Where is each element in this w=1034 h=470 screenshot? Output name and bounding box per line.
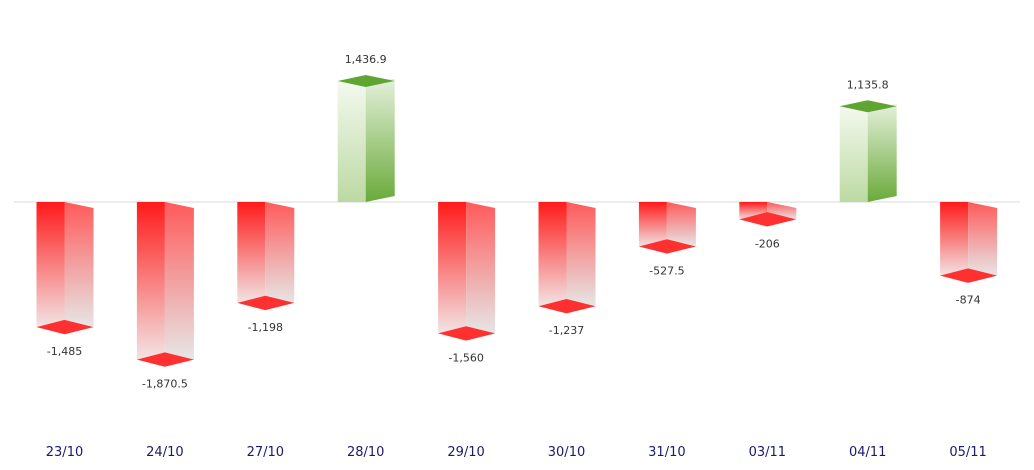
x-axis-tick-labels: 23/10 24/10 27/10 28/10 29/10 30/10 31/10 03/11…	[46, 445, 987, 460]
bar-end-cap	[839, 100, 897, 113]
data-label: -1,560	[448, 351, 483, 364]
bar-end-cap	[136, 352, 194, 367]
bar-side-face	[64, 202, 94, 328]
data-label: -1,485	[47, 345, 82, 358]
data-label: 1,436.9	[345, 53, 387, 66]
bar-end-cap	[739, 212, 797, 227]
x-tick-label: 30/10	[548, 445, 585, 460]
bar-side-face	[968, 202, 998, 276]
bar	[136, 202, 194, 367]
bar-front-face	[538, 202, 567, 307]
bar-front-face	[438, 202, 467, 334]
x-tick-label: 05/11	[949, 445, 986, 460]
bar-end-cap	[638, 239, 696, 254]
x-tick-label: 27/10	[247, 445, 284, 460]
x-tick-label: 31/10	[648, 445, 685, 460]
bar-end-cap	[237, 295, 295, 311]
bar	[940, 202, 998, 283]
bar-end-cap	[337, 74, 395, 87]
bar-front-face	[36, 202, 65, 328]
bar-side-face	[466, 202, 496, 334]
bar-front-face	[940, 202, 969, 276]
x-tick-label: 24/10	[146, 445, 183, 460]
data-label: -1,237	[549, 324, 584, 337]
bar-side-face	[666, 202, 696, 247]
data-label: -1,870.5	[142, 378, 188, 391]
data-label: -527.5	[649, 264, 684, 277]
bar-end-cap	[940, 268, 998, 283]
data-label: -206	[755, 237, 780, 250]
bar	[839, 100, 897, 202]
bar-front-face	[337, 80, 366, 202]
data-labels: -1,485 -1,870.5 -1,198 1,436.9 -1,560 -1,237 -…	[47, 53, 981, 391]
bar-end-cap	[438, 326, 496, 341]
x-tick-label: 28/10	[347, 445, 384, 460]
bar-side-face	[164, 202, 194, 360]
bar	[36, 202, 94, 335]
bar-front-face	[136, 202, 165, 360]
bar-side-face	[566, 202, 596, 307]
bar	[237, 202, 295, 311]
data-label: -874	[956, 294, 981, 307]
bar	[337, 74, 395, 202]
bar-series	[36, 74, 998, 367]
bar-end-cap	[36, 319, 94, 335]
bar-side-face	[867, 104, 897, 202]
bar-end-cap	[538, 299, 596, 314]
bar-side-face	[265, 202, 295, 303]
bar-front-face	[237, 202, 266, 303]
bar	[438, 202, 496, 341]
data-label: 1,135.8	[847, 78, 889, 91]
x-tick-label: 04/11	[849, 445, 886, 460]
bar-front-face	[638, 202, 667, 247]
bar	[538, 202, 596, 314]
data-label: -1,198	[248, 321, 283, 334]
bar-side-face	[365, 78, 395, 202]
x-tick-label: 23/10	[46, 445, 83, 460]
bar	[638, 202, 696, 254]
bar-front-face	[839, 106, 868, 202]
x-tick-label: 29/10	[447, 445, 484, 460]
x-tick-label: 03/11	[749, 445, 786, 460]
bar	[739, 202, 797, 227]
